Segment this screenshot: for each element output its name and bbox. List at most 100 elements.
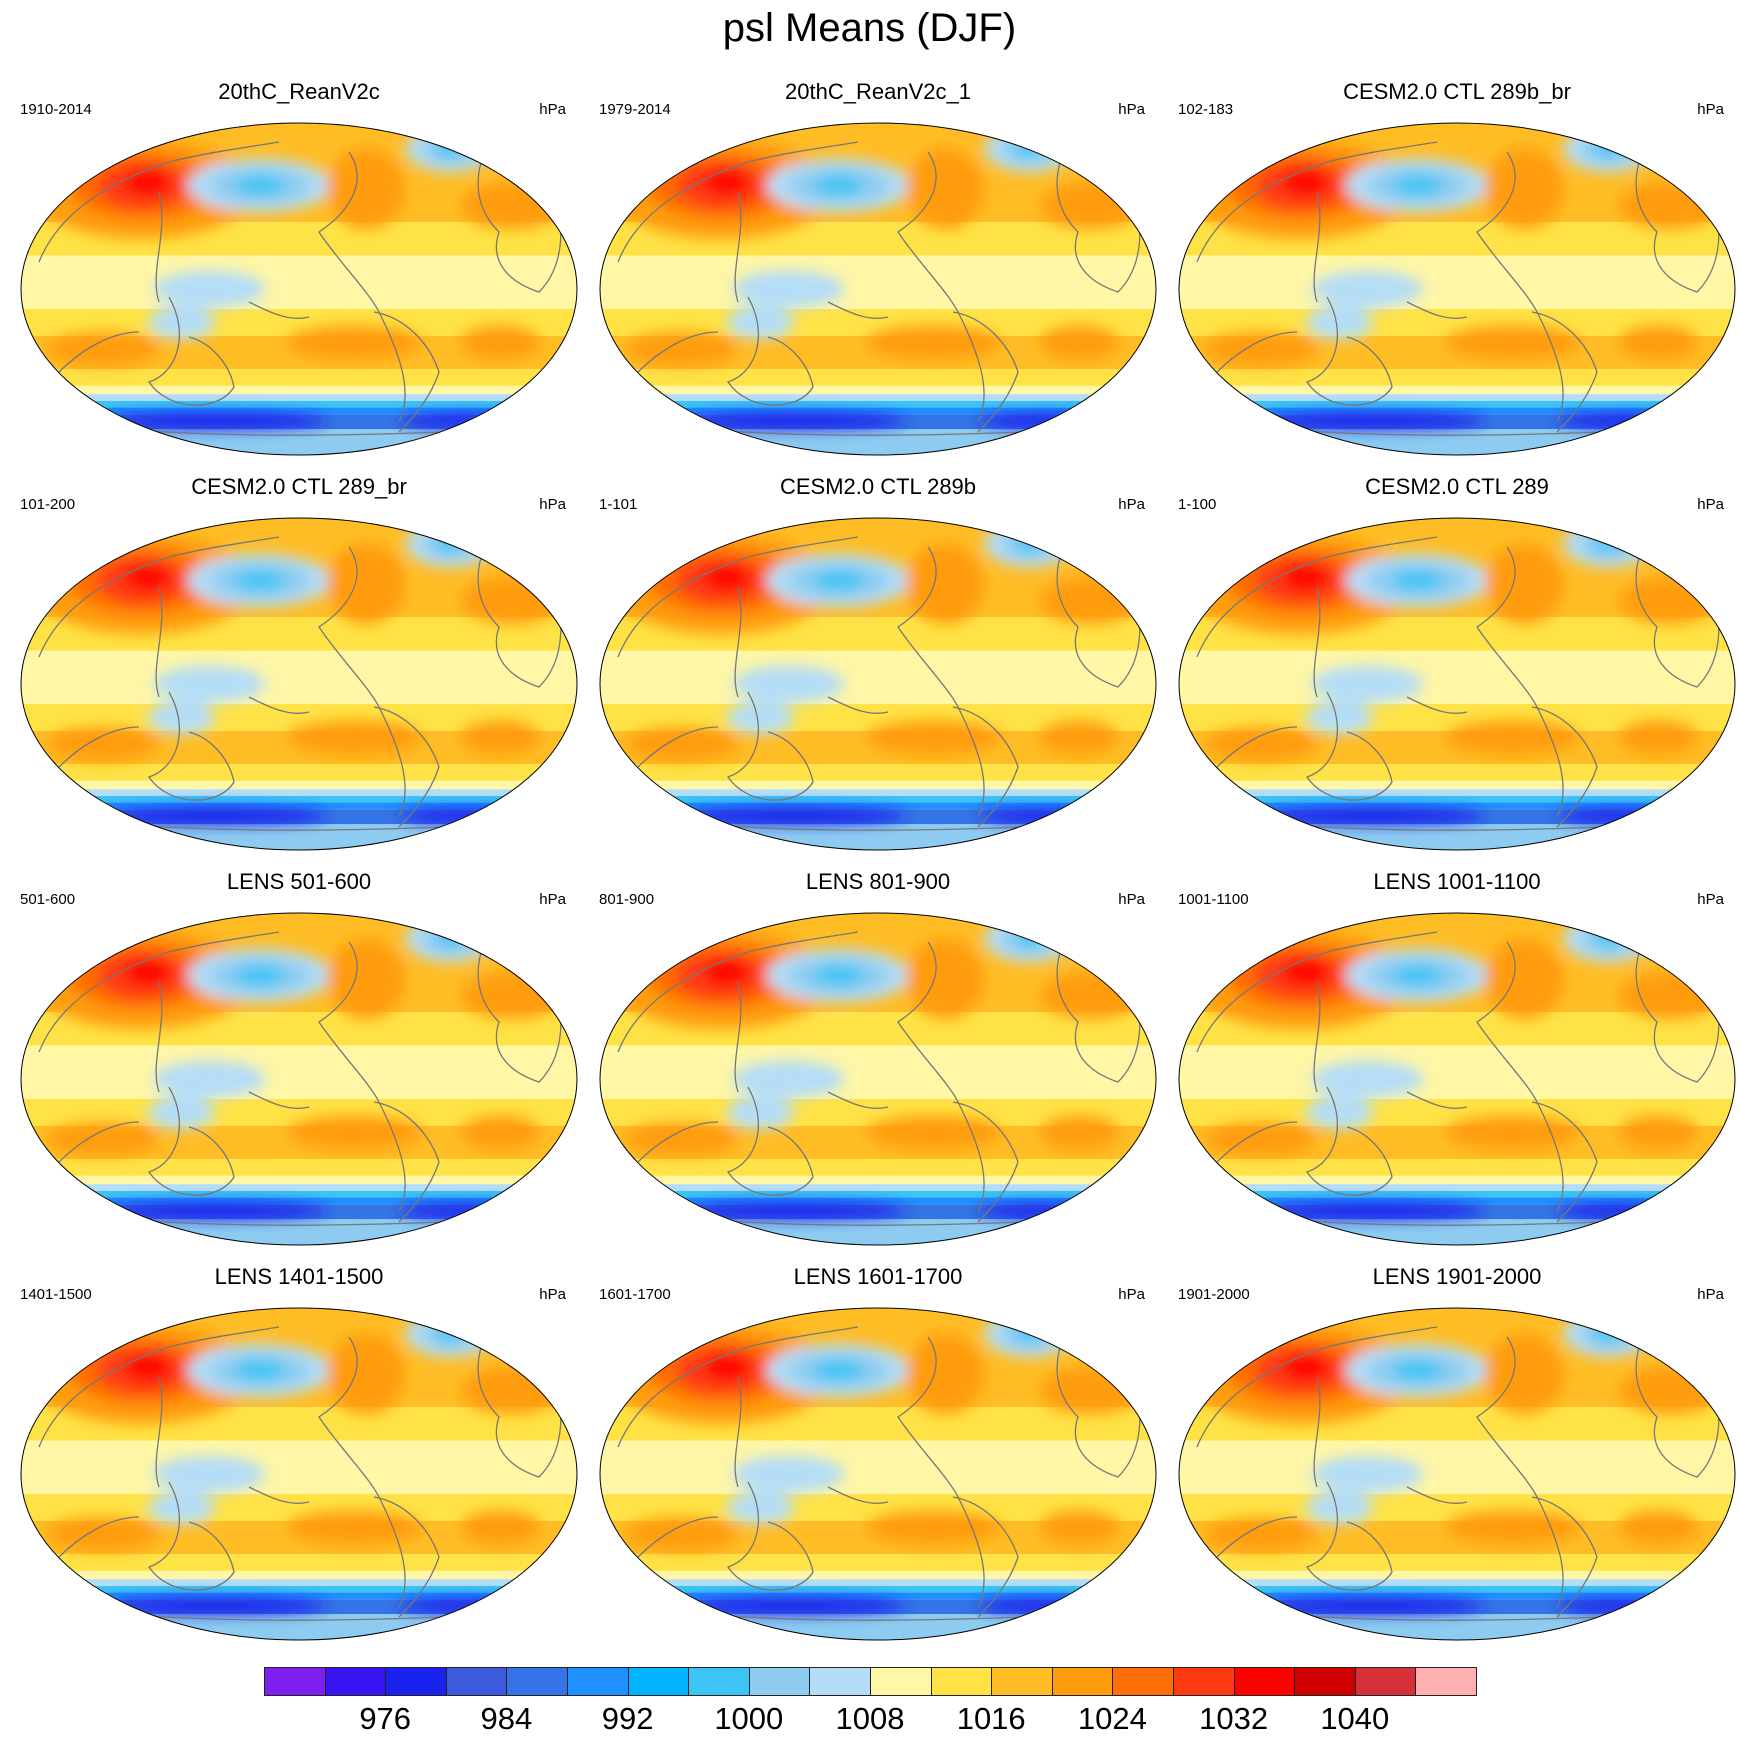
tropical-low: [1305, 1490, 1373, 1525]
pressure-band: [21, 429, 577, 455]
tropical-low: [732, 1455, 845, 1493]
colorbar-label: 984: [480, 1701, 533, 1736]
icelandic-low: [436, 140, 465, 158]
coastline: [637, 1486, 889, 1558]
colorbar-swatch: [809, 1667, 871, 1696]
siberian-high: [704, 168, 750, 196]
coastline: [897, 941, 985, 1213]
pressure-field: [21, 518, 577, 850]
north-american-high: [906, 1333, 985, 1414]
coastline: [1635, 141, 1720, 293]
tropical-low: [153, 665, 266, 703]
colorbar-swatch: [1051, 1667, 1114, 1696]
coastline: [318, 546, 406, 818]
tropical-low: [147, 1095, 215, 1130]
coastline: [637, 696, 889, 768]
subtropical-high: [1445, 1115, 1581, 1150]
pressure-band: [21, 1184, 577, 1191]
subtropical-high: [1040, 720, 1119, 755]
panel-map: [1177, 912, 1737, 1251]
tropical-low: [1305, 1095, 1373, 1130]
colorbar: 976 984 992 1000 1008 1016 1024 1032 1040: [264, 1667, 1477, 1738]
pressure-band: [600, 1045, 1156, 1100]
panel-map: [598, 122, 1158, 461]
coastline: [1196, 1326, 1438, 1488]
panel-units: hPa: [1697, 1286, 1724, 1303]
pressure-band: [1179, 824, 1735, 850]
pressure-band: [21, 1570, 577, 1580]
pressure-band: [21, 824, 577, 850]
pressure-band: [1179, 789, 1735, 796]
azores-high: [461, 577, 563, 624]
subtropical-high: [866, 325, 1002, 360]
subtropical-high: [287, 325, 423, 360]
panel-units: hPa: [1118, 101, 1145, 118]
pressure-band: [1179, 1592, 1735, 1600]
pressure-band: [21, 650, 577, 705]
psl-map: [20, 912, 578, 1246]
coastlines: [1196, 141, 1720, 436]
subtropical-high: [866, 1510, 1002, 1545]
panel-units: hPa: [1697, 891, 1724, 908]
pressure-band: [21, 1197, 577, 1205]
icelandic-low: [1001, 1318, 1058, 1349]
map-outline: [599, 517, 1157, 851]
panel-period: 101-200: [20, 496, 76, 513]
siberian-high: [704, 1353, 750, 1381]
icelandic-low: [1563, 125, 1653, 173]
pressure-band: [600, 1219, 1156, 1245]
colorbar-label: 1016: [956, 1701, 1026, 1736]
circumpolar-trough: [682, 1202, 906, 1220]
panel-period: 1-100: [1178, 496, 1217, 513]
map-panel: CESM2.0 CTL 289 1-100 hPa: [1168, 473, 1739, 853]
icelandic-low: [1594, 1325, 1623, 1343]
coastline: [147, 296, 235, 406]
pressure-band: [600, 1159, 1156, 1176]
pressure-band: [1179, 394, 1735, 401]
panel-units: hPa: [539, 101, 566, 118]
subtropical-high: [626, 1517, 738, 1551]
pressure-field: [21, 1308, 577, 1640]
pressure-band: [21, 385, 577, 395]
psl-map: [20, 1307, 578, 1641]
panel-title: 20thC_ReanV2c: [218, 79, 380, 104]
colorbar-swatch: [627, 1667, 690, 1696]
circumpolar-trough: [682, 807, 906, 825]
coastline: [952, 706, 1019, 828]
coastline: [58, 1486, 310, 1558]
pressure-band: [21, 1585, 577, 1593]
circumpolar-trough: [1261, 412, 1485, 430]
icelandic-low: [1580, 923, 1637, 954]
tropical-low: [153, 270, 266, 308]
aleutian-low: [1392, 965, 1443, 986]
circumpolar-trough: [682, 412, 906, 430]
coastline: [726, 1086, 814, 1196]
pressure-band: [21, 394, 577, 401]
map-panel: LENS 501-600 501-600 hPa: [10, 868, 588, 1248]
colorbar-swatch: [1173, 1667, 1235, 1696]
colorbar-swatch: [324, 1667, 387, 1696]
coastline: [477, 1326, 562, 1478]
panel-units: hPa: [1697, 496, 1724, 513]
psl-map: [20, 517, 578, 851]
pressure-band: [21, 1579, 577, 1586]
coastline: [1476, 151, 1564, 423]
pressure-band: [600, 429, 1156, 455]
coastline: [1216, 696, 1468, 768]
pressure-band: [21, 795, 577, 803]
tropical-low: [147, 305, 215, 340]
aleutian-low: [1392, 570, 1443, 591]
pressure-band: [600, 1570, 1156, 1580]
pressure-band: [21, 780, 577, 790]
panel-period: 102-183: [1178, 101, 1234, 118]
icelandic-low: [1580, 133, 1637, 164]
panel-units: hPa: [1118, 891, 1145, 908]
coastline: [1531, 1496, 1598, 1618]
subtropical-high: [461, 720, 540, 755]
pressure-centres: [1188, 125, 1721, 430]
coastline: [58, 1091, 310, 1163]
pressure-band: [600, 255, 1156, 310]
icelandic-low: [422, 1318, 479, 1349]
panel-title: LENS 801-900: [805, 869, 951, 894]
pressure-band: [1179, 1554, 1735, 1571]
